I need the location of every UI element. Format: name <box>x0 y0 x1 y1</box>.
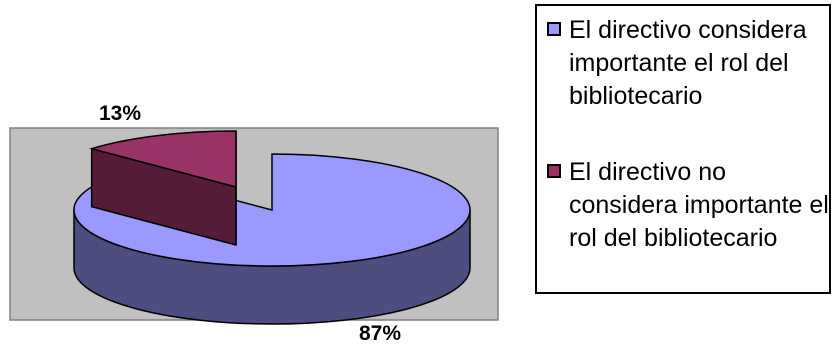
slice-considera <box>73 153 471 267</box>
legend-swatch-considera <box>547 22 561 36</box>
data-label-87: 87% <box>359 322 402 345</box>
legend-label-no-considera: El directivo no considera importante el … <box>569 158 829 252</box>
legend-label-considera: El directivo considera importante el rol… <box>569 16 807 110</box>
legend-swatch-no-considera <box>547 164 561 178</box>
data-label-13: 13% <box>99 102 142 125</box>
slice-no-considera <box>88 130 237 188</box>
legend: El directivo considera importante el rol… <box>535 4 831 294</box>
